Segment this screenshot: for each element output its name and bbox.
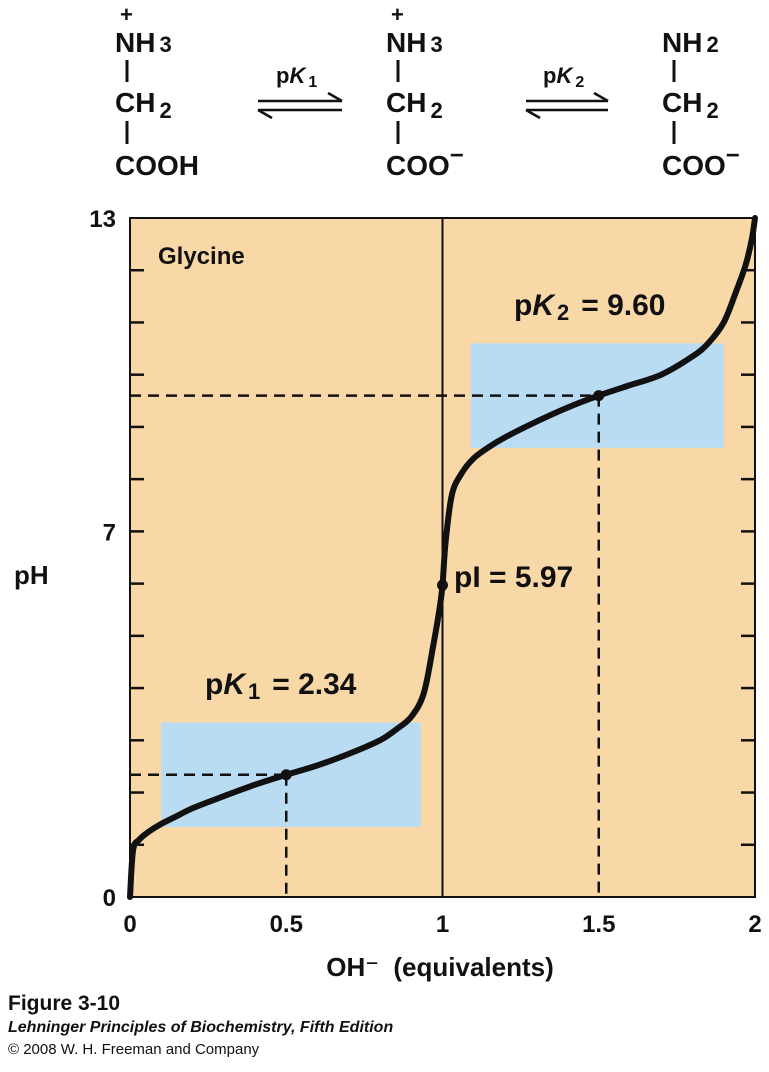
svg-text:pK1: pK 1: [276, 63, 317, 91]
axis-ticks: [130, 268, 755, 847]
y-tick-label-0: 0: [103, 885, 116, 912]
structure-1-charge: +: [120, 2, 133, 27]
x-tick-label-0.5: 0.5: [270, 911, 303, 938]
svg-text:pK2: pK 2: [543, 63, 584, 91]
curve-points: [280, 390, 605, 781]
structure-3-carboxyl-charge: −: [726, 142, 740, 169]
pk2-k: K: [532, 289, 556, 322]
x-tick-label-1.5: 1.5: [582, 911, 615, 938]
structure-3-amino: NH: [662, 27, 702, 58]
x-tick-label-2: 2: [748, 911, 761, 938]
svg-text:NH3: NH 3: [115, 27, 172, 58]
equilibrium-2-sub: 2: [575, 74, 584, 91]
pk2-annotation: pK 2 = 9.60: [514, 289, 666, 325]
structure-2-alpha-sub: 2: [430, 98, 442, 123]
svg-text:CH2: CH 2: [115, 87, 172, 123]
structure-3-carboxyl: COO: [662, 150, 726, 181]
curve-point-2: [437, 579, 448, 591]
curve-point-3: [593, 390, 605, 402]
structure-2-carboxyl: COO: [386, 150, 450, 181]
pk2-p: p: [514, 289, 532, 322]
plot-frame: [129, 217, 756, 898]
svg-text:COOH: COOH: [115, 150, 199, 181]
equilibrium-1-sub: 1: [308, 74, 317, 91]
pk-dashed-lines: [130, 394, 600, 897]
pk1-annotation: pK 1 = 2.34: [205, 668, 357, 704]
structure-1-alpha: CH: [115, 87, 155, 118]
curve-point-1: [280, 769, 292, 781]
equilibrium-arrows-2: [525, 91, 609, 120]
structure-2-alpha: CH: [386, 87, 426, 118]
equilibrium-1-k: K: [289, 63, 307, 88]
pk2-value: = 9.60: [581, 289, 665, 322]
structure-2-amino-sub: 3: [430, 32, 442, 57]
figure-caption: Figure 3-10 Lehninger Principles of Bioc…: [8, 992, 393, 1058]
structure-1-amino: NH: [115, 27, 155, 58]
svg-text:COO−: COO−: [386, 142, 464, 181]
structure-1-carboxyl: COOH: [115, 150, 199, 181]
structure-3-amino-sub: 2: [706, 32, 718, 57]
caption-book-title: Lehninger Principles of Biochemistry, Fi…: [8, 1019, 394, 1036]
structure-2-charge: +: [391, 2, 404, 27]
chart-title: Glycine: [158, 243, 245, 270]
svg-text:NH3: NH 3: [386, 27, 443, 58]
structure-2-carboxyl-charge: −: [450, 142, 464, 169]
pk1-k: K: [223, 668, 247, 701]
y-tick-label-7: 7: [103, 519, 116, 546]
svg-text:CH2: CH 2: [386, 87, 443, 123]
structure-3-alpha-sub: 2: [706, 98, 718, 123]
y-axis-label: pH: [14, 560, 49, 590]
y-tick-labels: 0 7 13: [89, 206, 116, 912]
glycine-anion-structure: NH 2 CH 2 COO−: [662, 27, 740, 181]
x-axis-label: OH⁻ (equivalents): [326, 952, 554, 982]
structure-1-alpha-sub: 2: [159, 98, 171, 123]
structure-3-alpha: CH: [662, 87, 702, 118]
x-tick-labels: 0 0.5 1 1.5 2: [123, 911, 761, 938]
x-tick-label-0: 0: [123, 911, 136, 938]
glycine-zwitterion-structure: + NH 3 CH 2 COO−: [386, 2, 464, 181]
pk1-sub: 1: [248, 679, 260, 704]
equilibrium-2: pK 2: [525, 63, 609, 120]
y-tick-label-13: 13: [89, 206, 116, 233]
pi-annotation: pI = 5.97: [454, 561, 573, 594]
equilibrium-1: pK 1: [257, 63, 343, 120]
structure-1-amino-sub: 3: [159, 32, 171, 57]
equilibrium-2-p: p: [543, 63, 556, 88]
svg-text:CH2: CH 2: [662, 87, 719, 123]
svg-text:COO−: COO−: [662, 142, 740, 181]
glycine-cation-structure: + NH 3 CH 2 COOH: [115, 2, 199, 181]
x-tick-label-1: 1: [436, 911, 449, 938]
caption-copyright: © 2008 W. H. Freeman and Company: [8, 1041, 260, 1058]
structure-2-amino: NH: [386, 27, 426, 58]
caption-figure-number: Figure 3-10: [8, 992, 121, 1015]
equilibrium-1-p: p: [276, 63, 289, 88]
pk2-sub: 2: [557, 300, 569, 325]
equilibrium-arrows-1: [257, 91, 343, 120]
equilibrium-2-k: K: [556, 63, 574, 88]
svg-text:NH2: NH 2: [662, 27, 719, 58]
titration-figure: + NH 3 CH 2 COOH + NH 3 CH 2 COO− NH 2 CH 2 CO…: [14, 2, 762, 982]
pk1-p: p: [205, 668, 223, 701]
pk1-value: = 2.34: [272, 668, 357, 701]
